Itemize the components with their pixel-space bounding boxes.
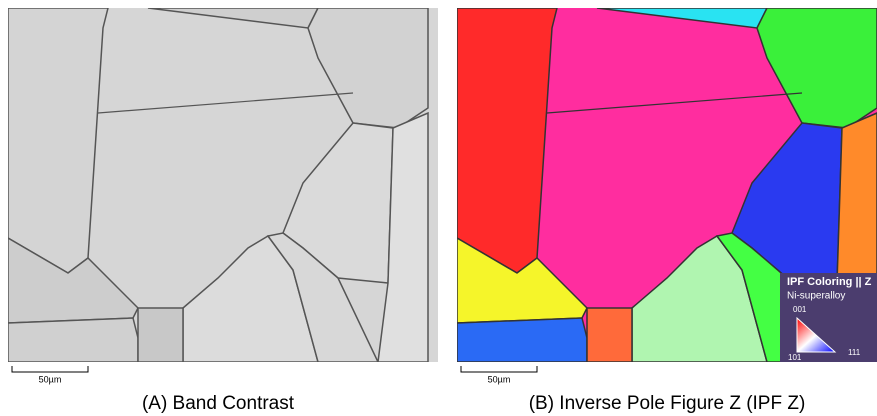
scale-line [12, 366, 88, 372]
caption: (B) Inverse Pole Figure Z (IPF Z) [529, 393, 806, 414]
band-contrast-image [8, 8, 438, 362]
scale-bar: 50µm [12, 366, 88, 384]
legend-material: Ni-superalloy [787, 291, 845, 302]
legend-corner: 001 [793, 305, 807, 314]
legend-title: IPF Coloring || Z [787, 276, 872, 288]
scale-line [461, 366, 537, 372]
grain [8, 318, 138, 362]
legend-corner: 101 [788, 353, 802, 362]
caption: (A) Band Contrast [142, 393, 295, 414]
scale-label: 50µm [488, 374, 511, 384]
ipf-legend: IPF Coloring || Z Ni-superalloy 001 101 … [780, 273, 877, 362]
grain [457, 318, 587, 362]
scale-bar: 50µm [461, 366, 537, 384]
figure: IPF Coloring || Z Ni-superalloy 001 101 … [0, 0, 877, 416]
scale-label: 50µm [39, 374, 62, 384]
legend-corner: 111 [848, 348, 861, 357]
grain [138, 308, 183, 362]
grain [587, 308, 632, 362]
